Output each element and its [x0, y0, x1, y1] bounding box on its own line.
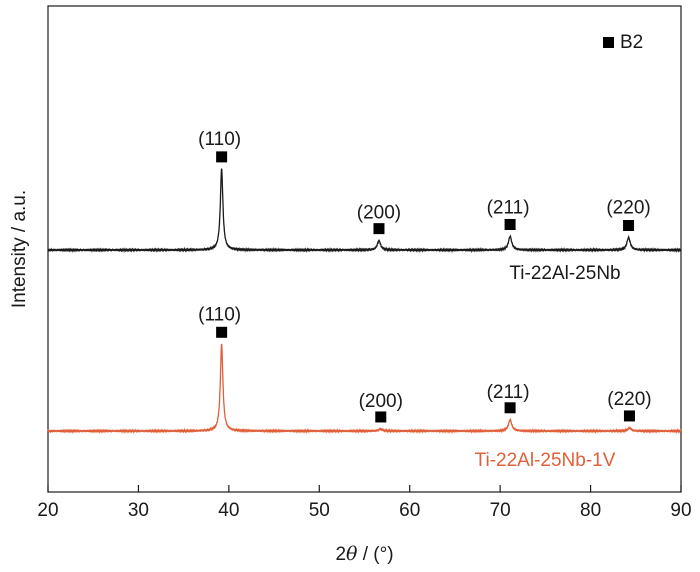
peak-label: (200) [357, 203, 401, 224]
peak-label: (220) [607, 389, 651, 410]
legend-label: B2 [620, 32, 643, 53]
b2-peak-marker [504, 402, 516, 414]
series-line [47, 343, 682, 435]
series-name-label: Ti-22Al-25Nb-1V [475, 450, 616, 471]
series-1: (110) (200) (211) (220) Ti-22Al-25Nb-1V [47, 304, 682, 471]
x-tick-label: 40 [218, 500, 239, 521]
legend-marker-square [603, 37, 614, 48]
series-0: (110) (200) (211) (220) Ti-22Al-25Nb [47, 129, 682, 284]
series-line [47, 168, 682, 254]
x-axis: 20 30 40 50 60 70 80 90 [37, 485, 692, 521]
x-tick-label: 70 [490, 500, 511, 521]
b2-peak-marker [373, 223, 385, 235]
peak-label: (220) [606, 198, 650, 219]
x-axis-title-prefix: 2 [335, 544, 346, 565]
y-axis-title: Intensity / a.u. [9, 190, 30, 308]
b2-peak-marker [216, 151, 228, 163]
b2-peak-marker [504, 218, 516, 230]
x-tick-label: 60 [399, 500, 420, 521]
b2-peak-marker [623, 220, 635, 232]
b2-peak-marker [216, 326, 228, 338]
series-name-label: Ti-22Al-25Nb [509, 263, 620, 284]
b2-peak-marker [375, 411, 387, 423]
x-tick-label: 90 [670, 500, 691, 521]
legend: B2 [603, 32, 643, 53]
x-axis-title-suffix: / (°) [357, 544, 393, 565]
x-tick-label: 50 [309, 500, 330, 521]
peak-label: (211) [487, 197, 530, 218]
x-tick-label: 20 [37, 500, 58, 521]
x-axis-title-symbol: θ [346, 543, 358, 565]
x-tick-label: 80 [580, 500, 601, 521]
x-axis-title: 2θ / (°) [335, 543, 393, 565]
peak-label: (110) [198, 304, 241, 325]
peak-label: (110) [198, 129, 241, 150]
peak-label: (211) [487, 382, 530, 403]
x-tick-label: 30 [128, 500, 149, 521]
peak-label: (200) [359, 391, 403, 412]
b2-peak-marker [623, 410, 635, 422]
plot-area: (110) (200) (211) (220) Ti-22Al-25Nb (110) (20… [47, 5, 682, 493]
